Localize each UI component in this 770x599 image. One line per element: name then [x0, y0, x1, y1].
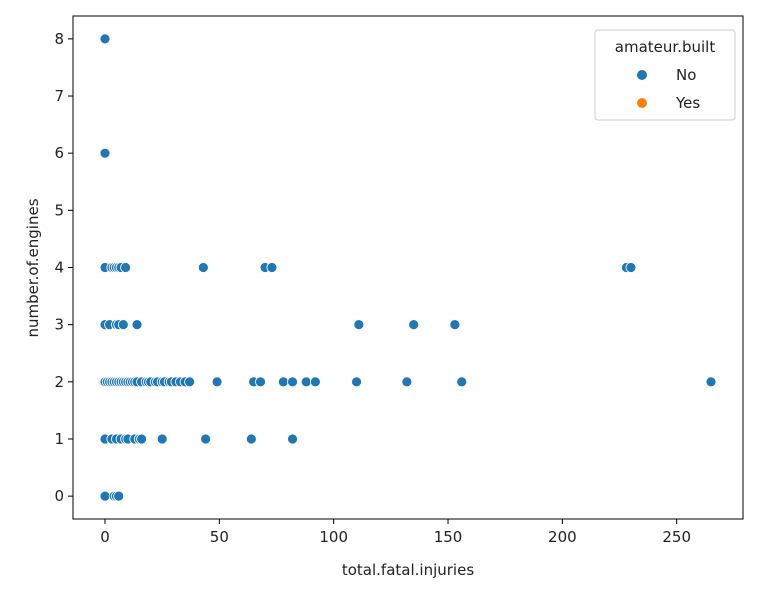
data-point-no [277, 376, 289, 388]
y-tick-label: 3 [54, 316, 64, 334]
data-point-no [156, 433, 168, 445]
data-point-no [245, 433, 257, 445]
x-tick-label: 0 [100, 528, 110, 546]
data-point-no [351, 376, 362, 388]
data-point-no [99, 33, 111, 45]
x-tick-label: 50 [210, 528, 229, 546]
y-tick-label: 8 [54, 30, 64, 48]
x-tick-label: 200 [548, 528, 577, 546]
data-point-no [705, 376, 717, 388]
y-axis-label: number.of.engines [24, 198, 42, 337]
x-tick-label: 150 [434, 528, 463, 546]
data-point-no [300, 376, 312, 388]
y-tick-label: 4 [54, 259, 64, 277]
data-point-no [211, 376, 223, 388]
legend-marker-no [637, 70, 647, 80]
data-point-no [99, 147, 111, 159]
data-point-no [449, 319, 461, 331]
x-tick-label: 250 [662, 528, 691, 546]
data-point-no [117, 319, 129, 331]
data-point-no [120, 262, 131, 273]
data-point-no [287, 433, 298, 445]
data-point-no [456, 376, 468, 388]
data-point-no [309, 376, 321, 388]
points-layer [99, 33, 717, 502]
data-point-no [401, 376, 413, 388]
data-point-no [99, 490, 111, 502]
data-point-no [113, 490, 125, 502]
y-axis: 0 1 2 3 4 5 6 7 8 [54, 30, 73, 505]
x-axis: 0 50 100 150 200 250 [100, 519, 691, 546]
data-point-no [353, 319, 365, 331]
legend-entry-yes: Yes [675, 94, 700, 112]
x-tick-label: 100 [319, 528, 348, 546]
legend: amateur.built No Yes [594, 29, 736, 121]
y-tick-label: 0 [54, 487, 64, 505]
data-point-no [255, 376, 266, 388]
legend-box [594, 29, 736, 121]
y-tick-label: 7 [54, 87, 64, 105]
data-point-no [197, 262, 209, 273]
data-point-no [131, 319, 143, 331]
data-point-no [200, 433, 212, 445]
data-point-no [136, 433, 148, 445]
y-tick-label: 1 [54, 430, 64, 448]
data-point-no [184, 376, 196, 388]
data-point-no [287, 376, 298, 388]
legend-title: amateur.built [615, 38, 716, 56]
legend-marker-yes [637, 98, 647, 108]
y-tick-label: 5 [54, 201, 64, 219]
y-tick-label: 6 [54, 144, 64, 162]
legend-entry-no: No [676, 66, 696, 84]
data-point-no [408, 319, 420, 331]
x-axis-label: total.fatal.injuries [342, 561, 474, 579]
y-tick-label: 2 [54, 373, 64, 391]
data-point-no [266, 262, 278, 273]
data-point-no [625, 262, 637, 273]
